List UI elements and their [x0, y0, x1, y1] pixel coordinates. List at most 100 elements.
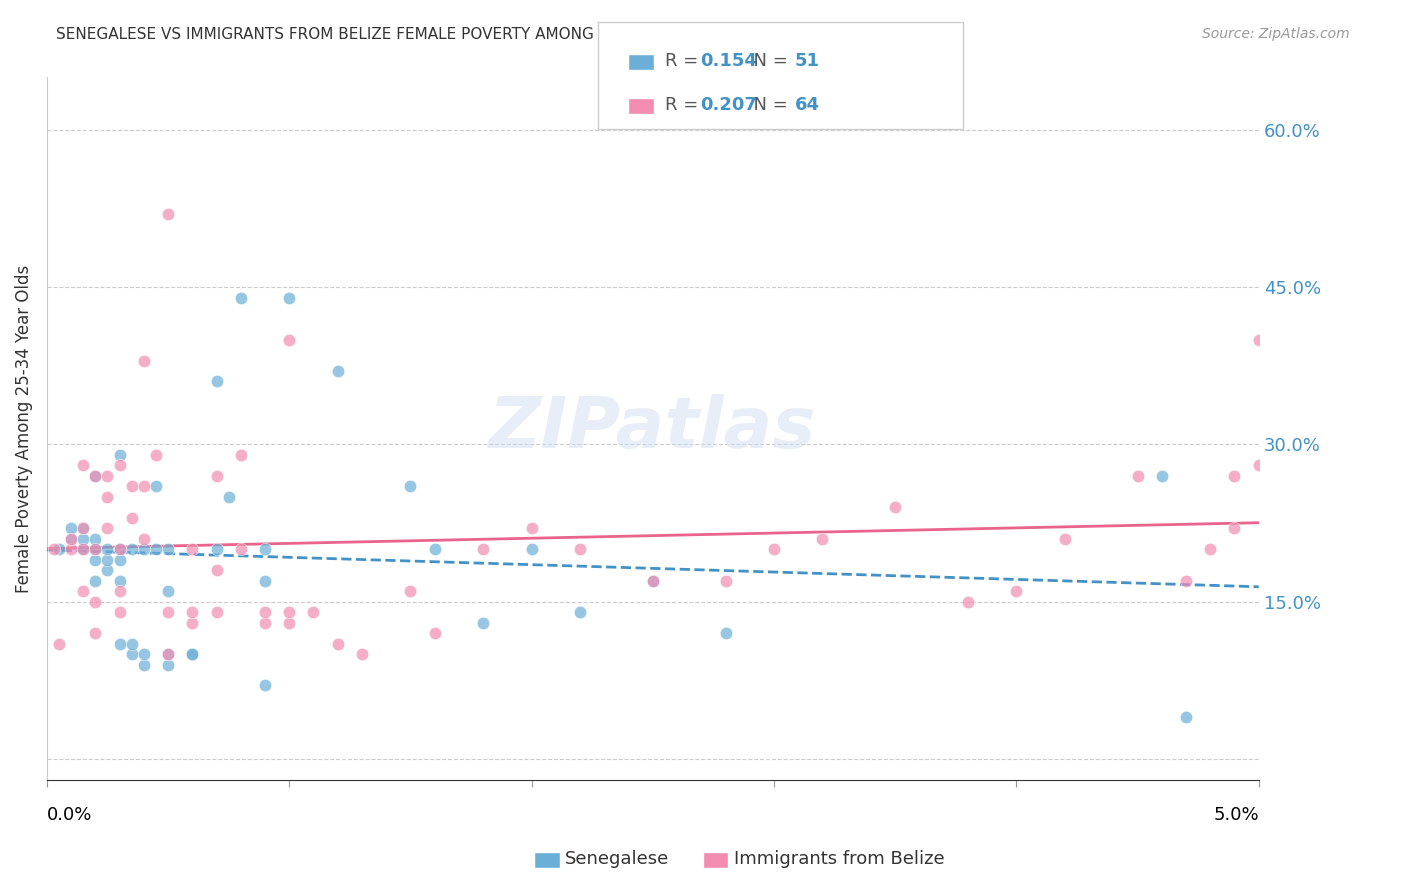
Point	[253, 615, 276, 630]
Point	[1175, 574, 1198, 588]
Point	[72, 521, 94, 535]
Text: 0.207: 0.207	[700, 96, 756, 114]
Point	[157, 207, 180, 221]
Text: 0.154: 0.154	[700, 52, 756, 70]
Point	[48, 542, 70, 557]
Point	[84, 594, 107, 608]
Text: Source: ZipAtlas.com: Source: ZipAtlas.com	[1202, 27, 1350, 41]
Point	[60, 532, 83, 546]
Point	[132, 532, 155, 546]
Point	[1175, 710, 1198, 724]
Point	[423, 542, 446, 557]
Point	[205, 375, 228, 389]
Point	[84, 552, 107, 566]
Point	[108, 574, 131, 588]
Point	[72, 458, 94, 473]
Text: N =: N =	[742, 96, 794, 114]
Point	[520, 521, 543, 535]
Point	[72, 584, 94, 599]
Point	[181, 615, 204, 630]
Point	[145, 479, 167, 493]
Point	[84, 542, 107, 557]
Point	[157, 605, 180, 619]
Point	[181, 647, 204, 661]
Point	[205, 563, 228, 577]
Point	[96, 490, 118, 504]
Point	[44, 542, 66, 557]
Point	[60, 532, 83, 546]
Point	[253, 574, 276, 588]
Point	[641, 574, 664, 588]
Text: Senegalese: Senegalese	[565, 850, 669, 868]
Point	[218, 490, 240, 504]
Point	[278, 615, 301, 630]
Point	[72, 532, 94, 546]
Point	[108, 542, 131, 557]
Point	[157, 657, 180, 672]
Point	[121, 479, 143, 493]
Point	[108, 448, 131, 462]
Text: ZIPatlas: ZIPatlas	[489, 394, 817, 463]
Point	[108, 584, 131, 599]
Point	[157, 647, 180, 661]
Point	[714, 574, 737, 588]
Point	[1199, 542, 1222, 557]
Point	[253, 605, 276, 619]
Point	[278, 291, 301, 305]
Point	[884, 500, 907, 515]
Point	[145, 542, 167, 557]
Text: SENEGALESE VS IMMIGRANTS FROM BELIZE FEMALE POVERTY AMONG 25-34 YEAR OLDS CORREL: SENEGALESE VS IMMIGRANTS FROM BELIZE FEM…	[56, 27, 904, 42]
Text: R =: R =	[665, 96, 704, 114]
Point	[96, 521, 118, 535]
Point	[472, 542, 495, 557]
Point	[84, 468, 107, 483]
Point	[132, 657, 155, 672]
Point	[423, 626, 446, 640]
Point	[762, 542, 785, 557]
Point	[205, 468, 228, 483]
Point	[472, 615, 495, 630]
Point	[181, 542, 204, 557]
Point	[84, 626, 107, 640]
Point	[121, 636, 143, 650]
Point	[205, 605, 228, 619]
Text: 51: 51	[794, 52, 820, 70]
Text: 5.0%: 5.0%	[1213, 806, 1258, 824]
Text: R =: R =	[665, 52, 704, 70]
Point	[326, 364, 349, 378]
Point	[1005, 584, 1028, 599]
Point	[253, 542, 276, 557]
Point	[84, 532, 107, 546]
Point	[399, 479, 422, 493]
Point	[811, 532, 834, 546]
Point	[96, 552, 118, 566]
Point	[132, 647, 155, 661]
Point	[350, 647, 373, 661]
Point	[1150, 468, 1173, 483]
Point	[121, 542, 143, 557]
Point	[96, 563, 118, 577]
Point	[326, 636, 349, 650]
Point	[72, 521, 94, 535]
Point	[1223, 468, 1246, 483]
Point	[569, 542, 592, 557]
Point	[132, 353, 155, 368]
Point	[641, 574, 664, 588]
Point	[145, 448, 167, 462]
Point	[121, 647, 143, 661]
Point	[157, 647, 180, 661]
Point	[1223, 521, 1246, 535]
Y-axis label: Female Poverty Among 25-34 Year Olds: Female Poverty Among 25-34 Year Olds	[15, 265, 32, 593]
Point	[157, 584, 180, 599]
Point	[278, 605, 301, 619]
Point	[229, 291, 252, 305]
Point	[108, 636, 131, 650]
Point	[229, 448, 252, 462]
Point	[132, 479, 155, 493]
Point	[399, 584, 422, 599]
Point	[48, 636, 70, 650]
Point	[229, 542, 252, 557]
Point	[520, 542, 543, 557]
Point	[714, 626, 737, 640]
Point	[1053, 532, 1076, 546]
